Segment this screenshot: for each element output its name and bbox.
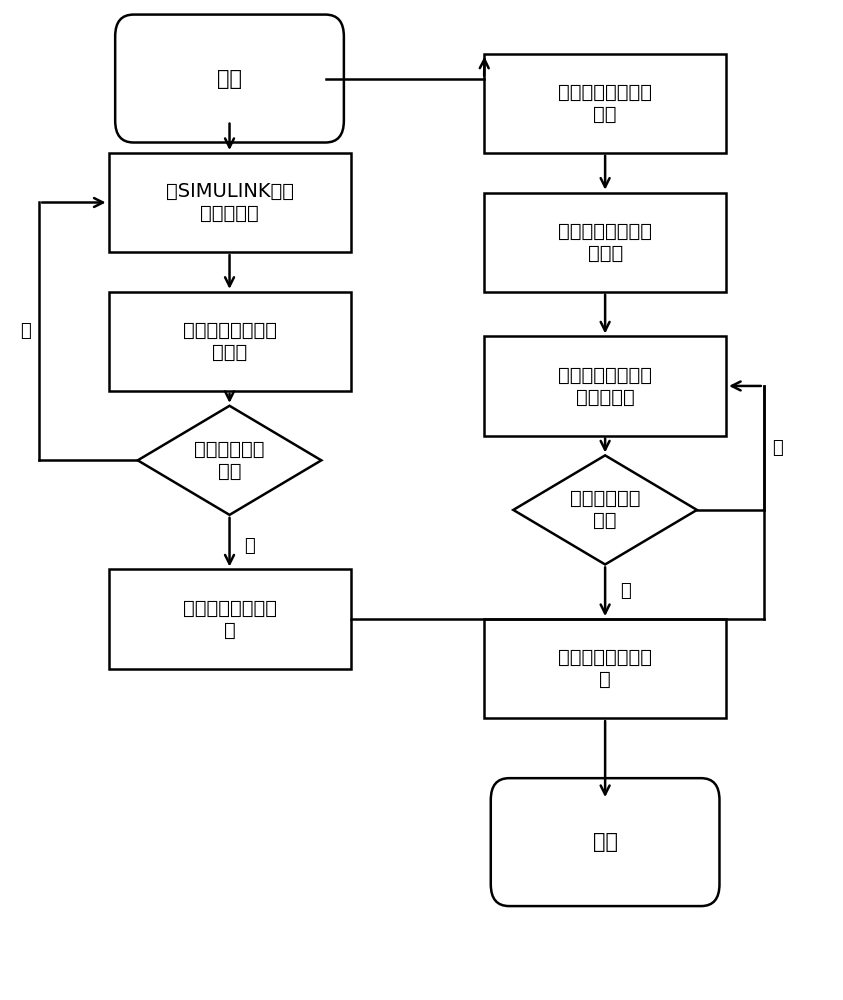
Bar bbox=[109, 569, 351, 669]
Text: 是: 是 bbox=[772, 439, 783, 457]
Polygon shape bbox=[513, 455, 697, 564]
Text: 否: 否 bbox=[20, 322, 31, 340]
Bar bbox=[484, 54, 726, 153]
FancyBboxPatch shape bbox=[491, 778, 719, 906]
Text: 子系统兼容性
检测: 子系统兼容性 检测 bbox=[194, 440, 265, 481]
FancyBboxPatch shape bbox=[115, 15, 344, 143]
Text: 在SIMULINK中搭
建数学模型: 在SIMULINK中搭 建数学模型 bbox=[165, 182, 293, 223]
Text: 开始: 开始 bbox=[217, 69, 242, 89]
Text: 结束: 结束 bbox=[593, 832, 618, 852]
Bar bbox=[484, 193, 726, 292]
Bar bbox=[484, 619, 726, 718]
Text: 代码是否存在
错误: 代码是否存在 错误 bbox=[570, 489, 641, 530]
Bar bbox=[484, 336, 726, 436]
Text: 是: 是 bbox=[244, 537, 255, 555]
Text: 对生成的代码进行
检查与修改: 对生成的代码进行 检查与修改 bbox=[558, 365, 652, 406]
Text: 搭建被控对象的模
型: 搭建被控对象的模 型 bbox=[183, 598, 277, 640]
Text: 配置相应参数，生
成代码: 配置相应参数，生 成代码 bbox=[558, 222, 652, 263]
Text: 配置子系统模型系
统参数: 配置子系统模型系 统参数 bbox=[183, 321, 277, 362]
Bar bbox=[109, 153, 351, 252]
Text: 否: 否 bbox=[620, 582, 631, 600]
Text: 模型仿真，求得最
优解: 模型仿真，求得最 优解 bbox=[558, 83, 652, 124]
Text: 导入目标开发环境
中: 导入目标开发环境 中 bbox=[558, 648, 652, 689]
Bar bbox=[109, 292, 351, 391]
Polygon shape bbox=[137, 406, 321, 515]
